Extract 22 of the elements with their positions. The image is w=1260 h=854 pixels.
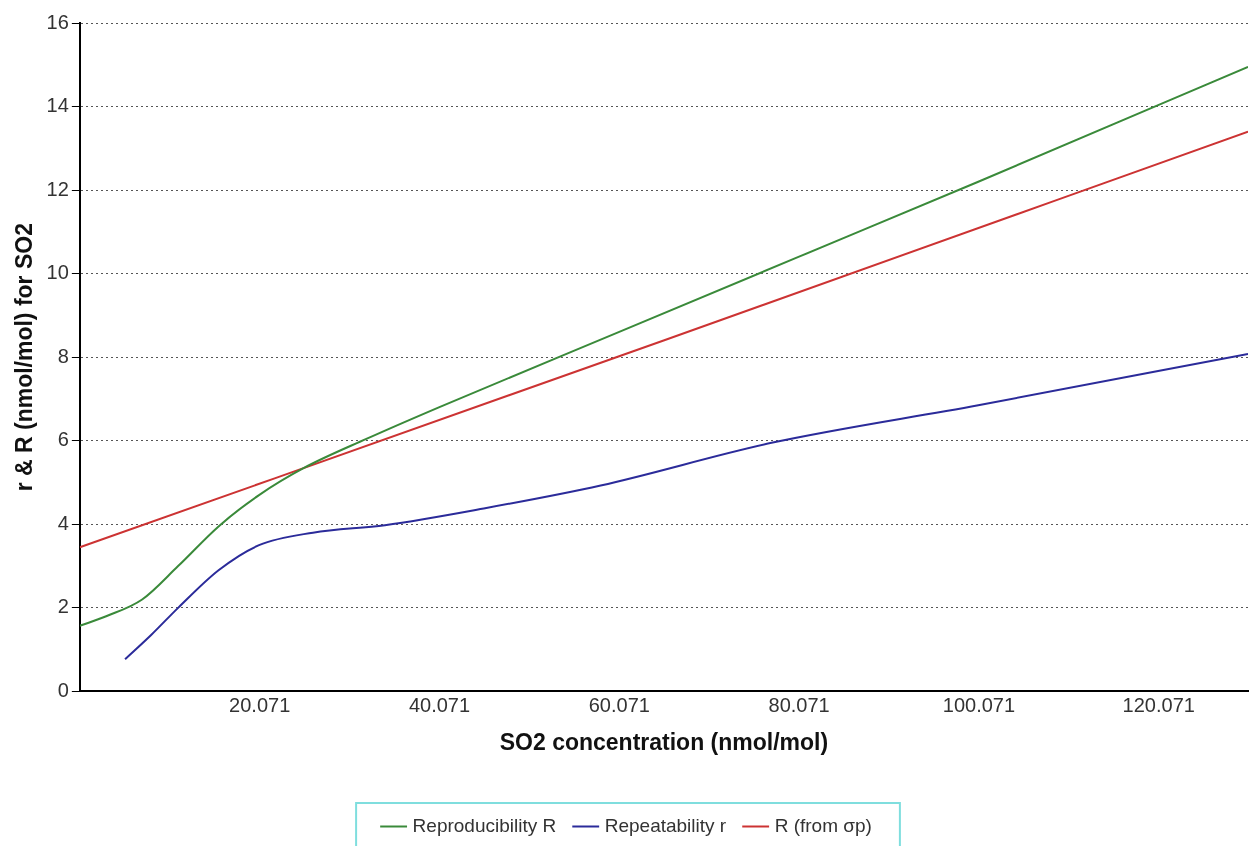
y-tick-label: 12 bbox=[46, 177, 69, 200]
y-tick-label: 6 bbox=[57, 428, 69, 451]
x-tick-label: 20.071 bbox=[229, 693, 291, 716]
legend-label: R (from σp) bbox=[774, 814, 872, 836]
x-tick-label: 120.071 bbox=[1122, 693, 1195, 716]
y-tick-label: 8 bbox=[57, 344, 69, 367]
x-tick-label: 80.071 bbox=[768, 693, 830, 716]
x-tick-label: 40.071 bbox=[408, 693, 471, 716]
legend-label: Reproducibility R bbox=[412, 814, 557, 836]
y-tick-label: 14 bbox=[46, 94, 69, 117]
legend-label: Repeatability r bbox=[604, 814, 727, 836]
y-tick-label: 10 bbox=[46, 261, 69, 284]
y-tick-label: 0 bbox=[57, 678, 69, 701]
x-tick-label: 60.071 bbox=[588, 693, 650, 716]
x-tick-label: 100.071 bbox=[942, 693, 1016, 716]
x-axis-title: SO2 concentration (nmol/mol) bbox=[499, 728, 829, 755]
line-series bbox=[79, 65, 1248, 627]
y-tick-label: 4 bbox=[57, 511, 69, 534]
y-axis-title: r & R (nmol/mol) for SO2 bbox=[11, 223, 38, 492]
y-tick-label: 2 bbox=[57, 595, 69, 618]
line-series bbox=[124, 352, 1248, 661]
y-tick-label: 16 bbox=[46, 10, 69, 33]
